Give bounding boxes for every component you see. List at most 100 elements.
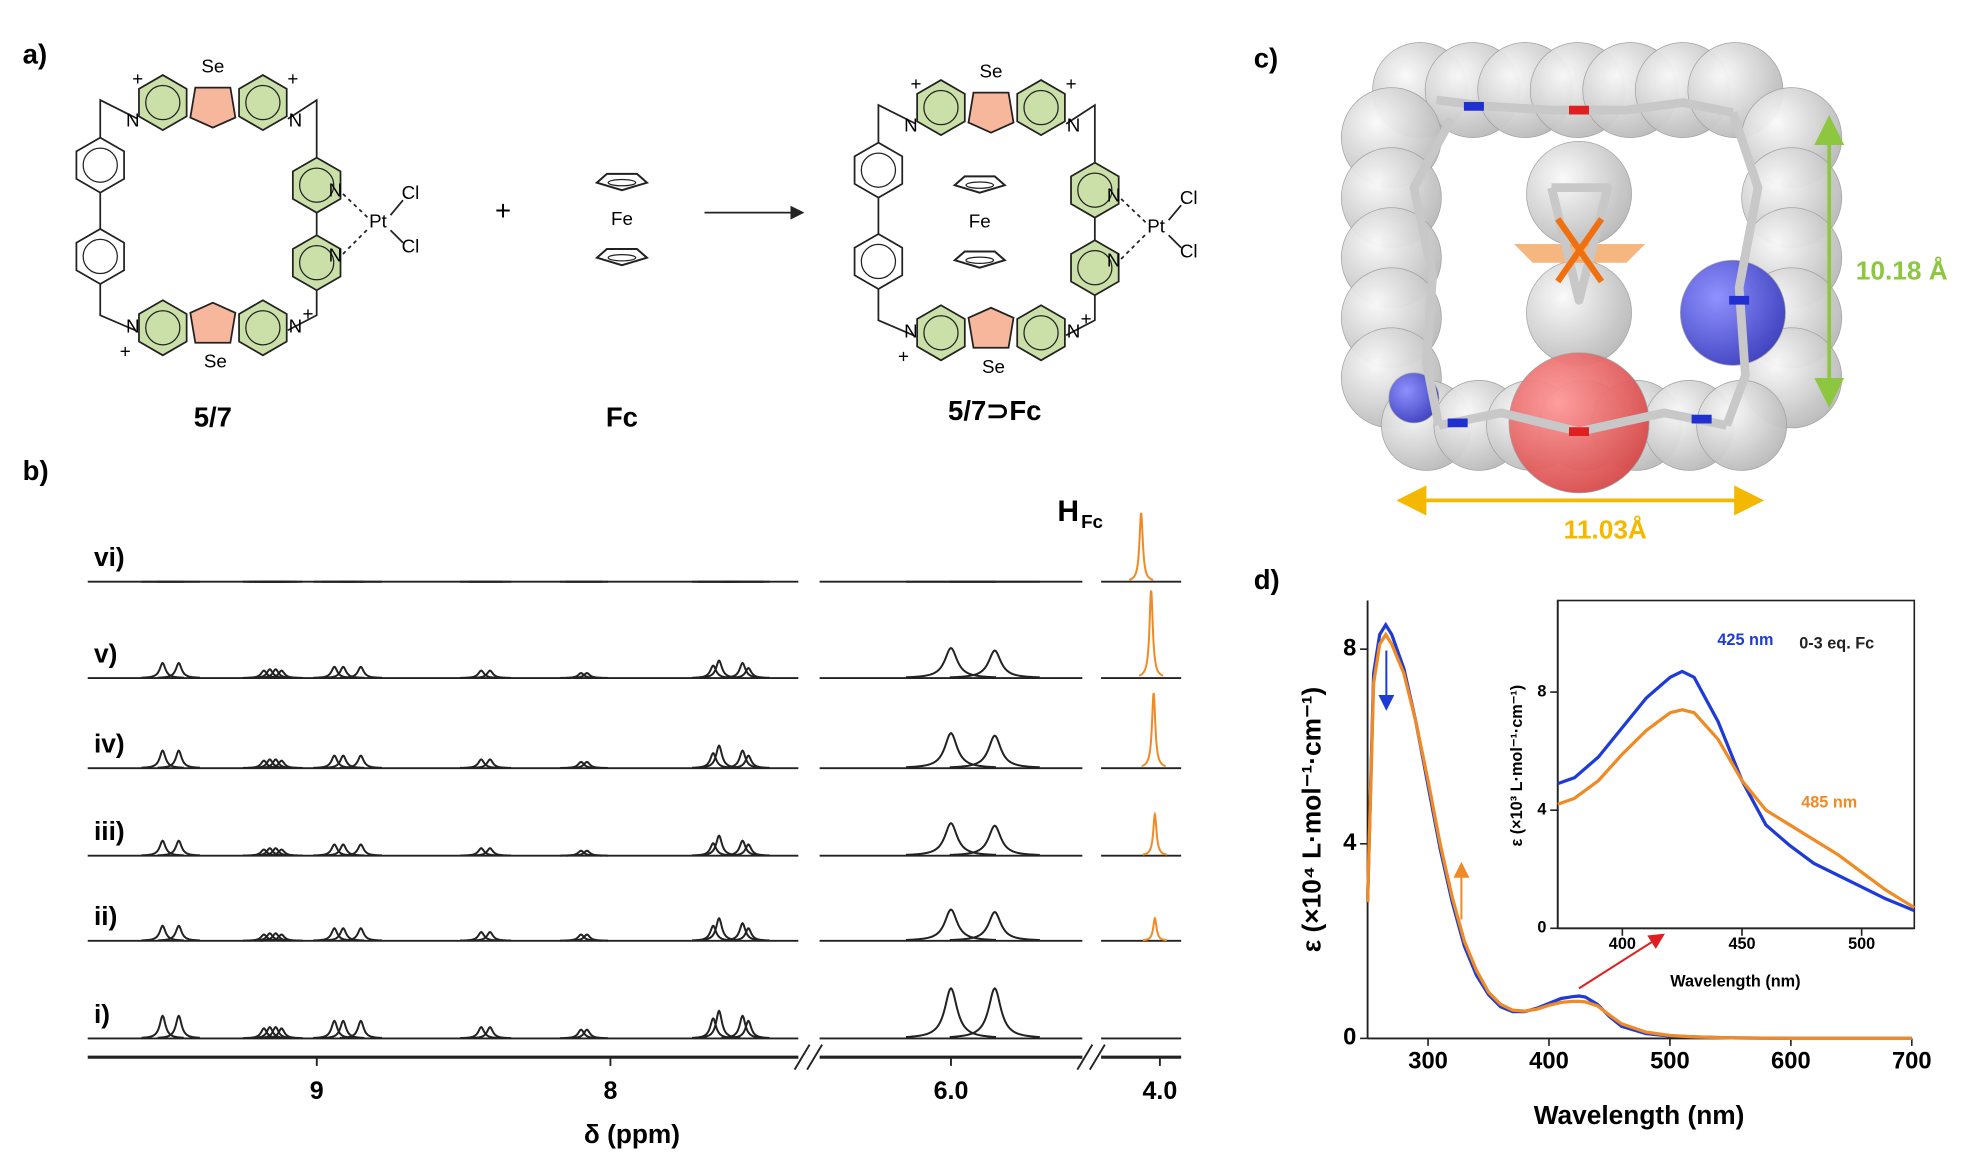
atom-label: Se xyxy=(982,356,1005,377)
peak xyxy=(905,908,997,941)
five-ring xyxy=(189,301,237,344)
x-tick-label: 400 xyxy=(1529,1047,1569,1074)
peak xyxy=(322,665,365,679)
bond xyxy=(1167,204,1182,221)
atom-label: N xyxy=(289,316,303,337)
five-ring xyxy=(967,306,1015,349)
x-tick-label: 8 xyxy=(603,1077,617,1105)
atom-label: N xyxy=(329,244,343,265)
cp-inner xyxy=(965,256,995,264)
atom-sphere xyxy=(1526,259,1632,366)
crystal-model xyxy=(1340,42,1843,494)
y-tick-label: 8 xyxy=(1343,634,1356,661)
cp-ring xyxy=(594,172,649,192)
peak xyxy=(949,910,1040,942)
ring-inner xyxy=(245,84,281,121)
bond xyxy=(877,288,914,337)
panel-label: a) xyxy=(23,39,47,70)
peak xyxy=(468,930,512,942)
x-tick-label: 300 xyxy=(1408,1047,1448,1074)
ring xyxy=(238,299,288,357)
ring-inner xyxy=(860,152,897,188)
bond xyxy=(389,229,404,244)
x-tick-label: 700 xyxy=(1892,1047,1932,1074)
y-tick-label: 0 xyxy=(1343,1024,1356,1051)
x-tick-label: 500 xyxy=(1848,935,1875,953)
ring xyxy=(1070,239,1120,297)
cp-inner xyxy=(607,178,637,187)
x-axis-label: Wavelength (nm) xyxy=(1534,1100,1745,1130)
peak xyxy=(565,672,609,679)
spectrum-label: iv) xyxy=(94,729,125,759)
peak xyxy=(157,1014,200,1039)
series-line xyxy=(1557,708,1916,910)
atom-label: + xyxy=(287,68,298,89)
atom-label: + xyxy=(132,68,143,89)
ring-inner xyxy=(82,147,118,183)
atom-sphere xyxy=(1388,372,1440,424)
peak xyxy=(565,760,609,769)
plus-sign: + xyxy=(495,195,511,226)
peak xyxy=(322,1019,365,1039)
peak xyxy=(460,669,503,679)
ring-inner xyxy=(1023,89,1059,126)
axis-break xyxy=(1076,1044,1094,1071)
ring-inner xyxy=(1023,315,1059,351)
ring xyxy=(916,79,966,137)
peak xyxy=(260,669,303,679)
peak xyxy=(339,927,382,942)
atom-label: N xyxy=(329,179,343,200)
compound-label: 5/7 xyxy=(194,401,232,432)
ring-inner xyxy=(860,243,897,280)
atom-label: Pt xyxy=(369,211,388,232)
bond xyxy=(877,103,917,143)
x-tick-label: 500 xyxy=(1650,1047,1690,1074)
atom-label: N xyxy=(1107,184,1121,205)
ring-inner xyxy=(82,238,118,275)
peak xyxy=(260,1027,303,1040)
spectrum-label: v) xyxy=(94,638,117,668)
peak xyxy=(339,754,382,769)
atom-label: Fe xyxy=(969,211,991,232)
panel-label: d) xyxy=(1254,564,1280,595)
dimension-label: 10.18 Å xyxy=(1856,256,1948,286)
y-tick-label: 8 xyxy=(1537,682,1546,700)
peak xyxy=(727,754,770,769)
atom-label: Cl xyxy=(1180,187,1198,208)
x-tick-label: 4.0 xyxy=(1143,1077,1178,1105)
ring xyxy=(1016,304,1066,362)
y-tick-label: 4 xyxy=(1537,800,1546,818)
atom-label: + xyxy=(898,346,909,367)
peak xyxy=(727,927,770,942)
atom-label: Se xyxy=(204,351,227,372)
stick xyxy=(1722,111,1763,427)
peak xyxy=(339,843,383,857)
five-ring xyxy=(967,91,1015,134)
x-tick-label: 6.0 xyxy=(934,1077,969,1105)
peak xyxy=(260,759,303,769)
atom-label: N xyxy=(904,321,918,342)
bond xyxy=(287,290,318,332)
cp-ring xyxy=(952,175,1007,194)
peak xyxy=(949,734,1040,769)
ring-inner xyxy=(298,167,335,203)
peak xyxy=(460,758,503,769)
peak xyxy=(949,986,1040,1039)
atom-label: Pt xyxy=(1147,216,1166,237)
peak xyxy=(949,824,1040,856)
spectrum-label: i) xyxy=(94,999,110,1029)
peak xyxy=(1138,590,1164,677)
atom-label: N xyxy=(1067,321,1081,342)
atom-label: + xyxy=(302,303,313,324)
peak xyxy=(322,754,365,769)
ring xyxy=(138,74,188,132)
peak xyxy=(727,843,770,857)
peak xyxy=(157,661,200,679)
ring xyxy=(916,304,966,362)
dimension-label: 11.03Å xyxy=(1564,515,1647,545)
peak-label: H xyxy=(1057,495,1079,528)
atom-label: N xyxy=(126,109,140,130)
y-tick-label: 4 xyxy=(1343,829,1357,856)
spectrum-label: ii) xyxy=(94,901,117,931)
